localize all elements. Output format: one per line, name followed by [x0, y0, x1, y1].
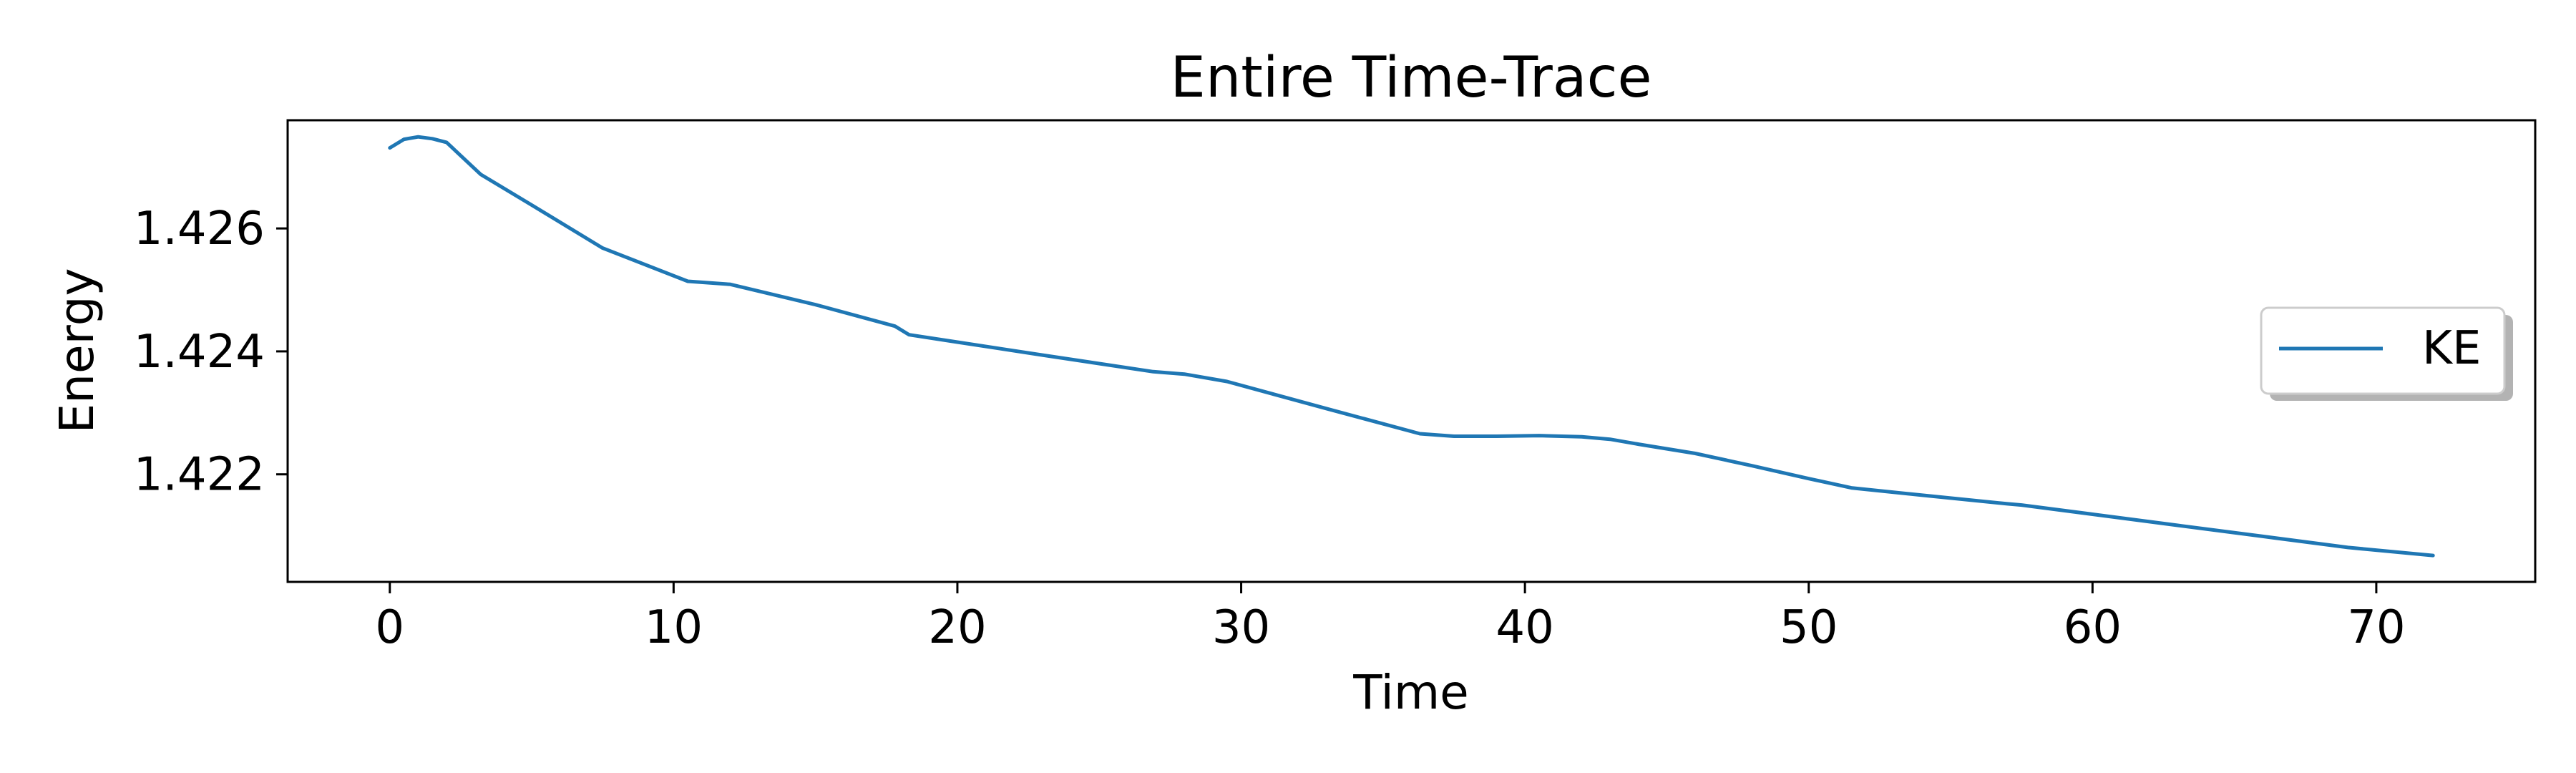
y-axis: 1.422 1.424 1.426 — [134, 203, 288, 502]
y-tick-label: 1.424 — [134, 326, 265, 379]
chart-title: Entire Time-Trace — [1171, 46, 1652, 110]
plot-area — [388, 135, 2435, 558]
series-line-ke — [388, 135, 2435, 558]
x-tick-label: 10 — [645, 601, 703, 654]
y-tick-label: 1.426 — [134, 203, 265, 256]
x-tick-label: 70 — [2347, 601, 2405, 654]
y-axis-label: Energy — [49, 268, 104, 433]
legend: KE — [2260, 306, 2513, 401]
x-tick-label: 0 — [375, 601, 404, 654]
x-axis: 0 10 20 30 40 50 60 70 — [375, 582, 2406, 654]
legend-box — [2260, 306, 2506, 395]
x-tick-label: 20 — [928, 601, 986, 654]
x-tick-label: 50 — [1780, 601, 1838, 654]
x-tick-label: 60 — [2064, 601, 2122, 654]
x-tick-label: 30 — [1212, 601, 1270, 654]
x-axis-label: Time — [1352, 665, 1469, 720]
legend-label-ke: KE — [2422, 322, 2481, 375]
x-tick-label: 40 — [1496, 601, 1553, 654]
axes-frame — [286, 119, 2537, 583]
y-tick-label: 1.422 — [134, 449, 265, 502]
